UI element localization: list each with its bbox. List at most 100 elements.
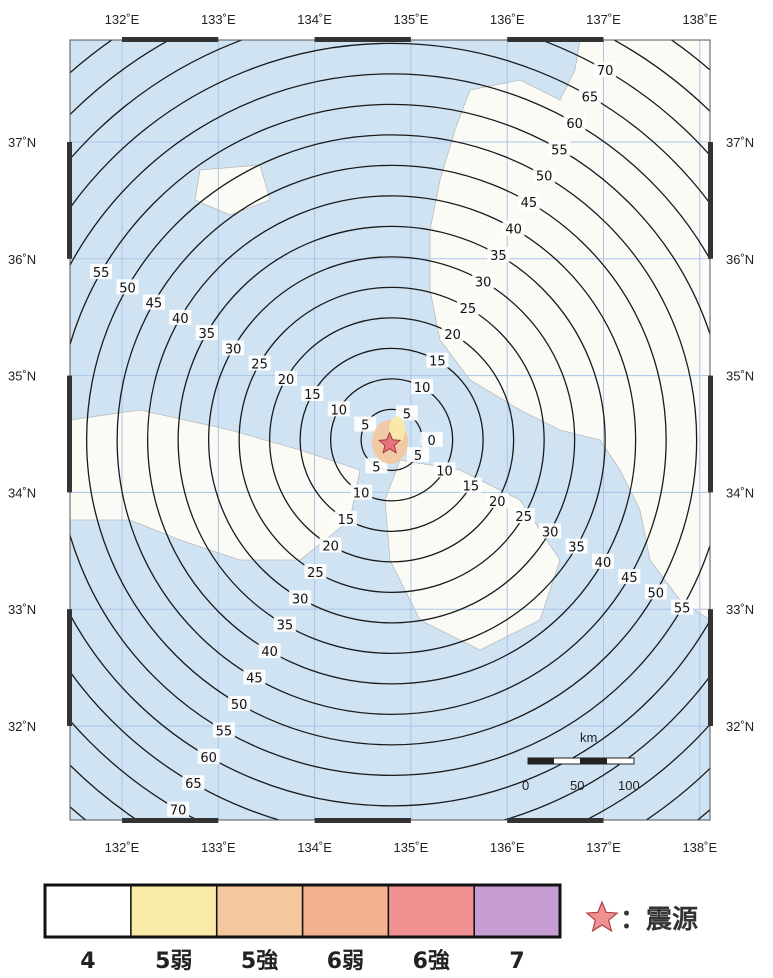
frame-bar-bottom <box>314 818 411 823</box>
lon-label: 138˚E <box>682 12 717 27</box>
contour-label: 45 <box>621 571 638 586</box>
frame-bar-top <box>314 37 411 42</box>
graticule <box>70 40 710 820</box>
frame-bar-left <box>67 609 72 726</box>
contour-label-bg <box>512 508 535 524</box>
lat-label: 36˚N <box>726 252 754 267</box>
contour-label: 15 <box>304 388 321 403</box>
legend-swatch <box>44 884 132 938</box>
contour-label: 5 <box>403 407 411 422</box>
contour-label-bg <box>228 695 251 711</box>
contour-label: 40 <box>505 223 522 238</box>
contour-label: 20 <box>444 328 461 343</box>
contour-label: 35 <box>490 249 507 264</box>
contour-ring <box>85 134 698 746</box>
contour-label-bg <box>304 563 327 579</box>
contour-label: 50 <box>536 170 553 185</box>
contour-label: 25 <box>460 302 477 317</box>
contour-label: 30 <box>475 275 492 290</box>
contour-ring <box>116 164 667 715</box>
lat-label: 33˚N <box>8 602 36 617</box>
contour-label-bg <box>248 355 271 371</box>
contour-label-bg <box>441 326 464 342</box>
contour-label-bg <box>578 88 601 104</box>
contour-label: 40 <box>595 556 612 571</box>
land-honshu <box>429 40 710 621</box>
frame-ticks <box>67 37 713 823</box>
contour-label-bg <box>591 553 614 569</box>
contour-label-bg <box>533 167 556 183</box>
contour-label: 70 <box>597 64 614 79</box>
legend-label: 6強 <box>413 948 450 974</box>
intensity-patch-inner <box>389 416 405 444</box>
contour-label: 40 <box>172 312 189 327</box>
legend-swatch <box>301 884 390 938</box>
contour-ring <box>299 347 484 532</box>
lon-labels-top: 132˚E 133˚E 134˚E 135˚E 136˚E 137˚E 138˚E <box>105 12 718 27</box>
legend-swatch <box>130 884 218 938</box>
lat-label: 35˚N <box>726 369 754 384</box>
contour-label: 55 <box>674 602 691 617</box>
contour-label-bg <box>563 114 586 130</box>
contour-label: 5 <box>372 460 380 475</box>
frame-bar-top <box>122 37 219 42</box>
contour-label-bg <box>289 590 312 606</box>
contour-label-bg <box>212 722 235 738</box>
contour-label-bg <box>243 669 266 685</box>
contour-ring <box>146 195 637 685</box>
contour-label: 55 <box>551 143 568 158</box>
contour-label-bg <box>334 511 357 527</box>
contour-label-bg <box>407 447 430 463</box>
contour-label: 35 <box>198 327 215 342</box>
lon-label: 135˚E <box>394 840 429 855</box>
lat-label: 34˚N <box>726 485 754 500</box>
contour-label: 25 <box>251 358 268 373</box>
frame-bar-left <box>67 375 72 493</box>
contour-label: 45 <box>146 297 163 312</box>
contour-label: 15 <box>463 480 480 495</box>
contour-label-bg <box>182 775 205 791</box>
contour-label-bg <box>197 748 220 764</box>
contour-label: 10 <box>436 464 453 479</box>
contour-ring <box>238 286 545 593</box>
contour-ring <box>70 103 710 776</box>
contour-label: 30 <box>292 592 309 607</box>
lon-label: 135˚E <box>394 12 429 27</box>
contour-ring <box>70 42 710 820</box>
contour-label: 10 <box>331 403 348 418</box>
contour-label: 20 <box>489 495 506 510</box>
contour-ring <box>70 73 710 807</box>
frame-bar-right <box>708 142 713 259</box>
lon-label: 133˚E <box>201 12 236 27</box>
contour-label: 70 <box>170 804 187 819</box>
contour-label-bg <box>273 616 296 632</box>
contour-label: 25 <box>307 566 324 581</box>
contour-label-bg <box>222 340 245 356</box>
contour-label-bg <box>472 273 495 289</box>
legend-label: 6弱 <box>327 949 364 974</box>
land-kii <box>384 459 561 651</box>
epicenter-star-icon <box>377 431 402 454</box>
contour-label: 15 <box>338 513 355 528</box>
lon-label: 133˚E <box>201 840 236 855</box>
scale-unit: km <box>580 730 597 745</box>
contour-label: 15 <box>429 355 446 370</box>
epicenter-legend-label: ：震源 <box>620 905 698 935</box>
contour-label-bg <box>517 194 540 210</box>
legend-label: 5強 <box>241 948 278 974</box>
lon-label: 137˚E <box>586 12 621 27</box>
contour-label-bg <box>426 352 449 368</box>
contour-label-bg <box>502 220 525 236</box>
contour-label-bg <box>274 370 297 386</box>
contour-label: 60 <box>566 117 583 132</box>
lon-label: 136˚E <box>490 12 525 27</box>
lat-label: 32˚N <box>8 719 36 734</box>
contour-label-bg <box>395 405 418 421</box>
contour-label-bg <box>618 569 641 585</box>
contour-label: 65 <box>582 90 599 105</box>
lat-label: 33˚N <box>726 602 754 617</box>
contour-label: 50 <box>231 698 248 713</box>
contour-label-bg <box>90 264 113 280</box>
lat-label: 34˚N <box>8 485 36 500</box>
